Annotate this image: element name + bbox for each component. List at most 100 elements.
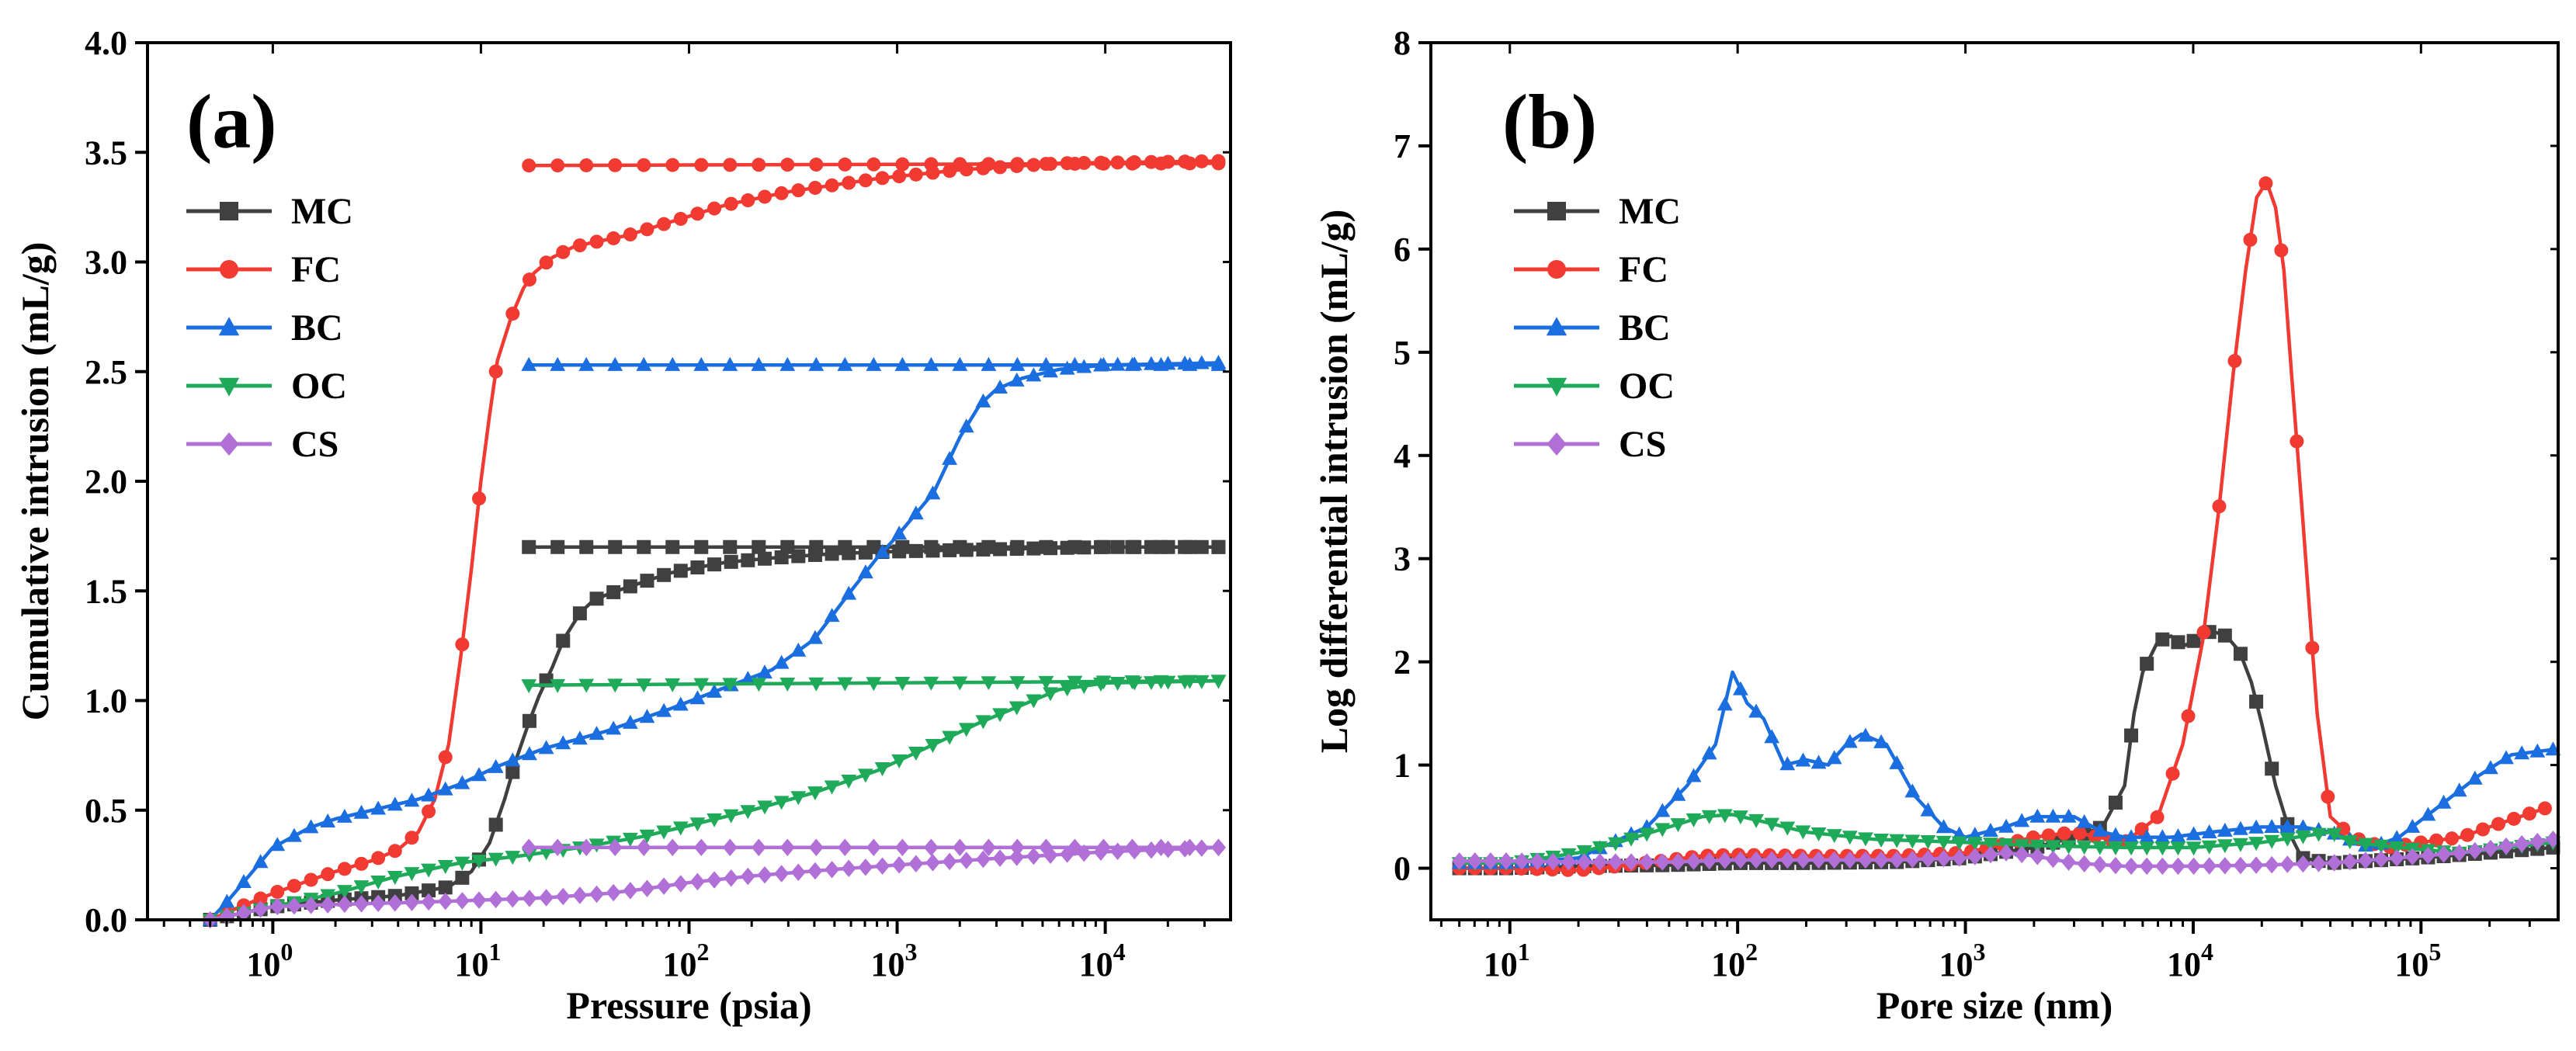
y-tick-label: 0.0 [85, 901, 127, 939]
data-point-oc [894, 677, 911, 692]
data-point-mc [1211, 539, 1226, 554]
data-point-mc [1182, 539, 1197, 554]
data-point-fc [455, 637, 470, 652]
data-point-bc [2404, 818, 2421, 833]
data-point-cs [837, 838, 852, 857]
data-point-bc [1067, 356, 1083, 371]
data-point-cs [471, 891, 487, 909]
data-point-bc [1210, 356, 1227, 371]
data-point-cs [522, 890, 537, 907]
data-point-fc [1194, 154, 1209, 168]
data-point-fc [665, 158, 680, 172]
data-point-oc [722, 678, 738, 692]
data-point-mc [895, 539, 910, 554]
data-point-bc [622, 714, 638, 729]
data-point-mc [640, 574, 654, 588]
data-point-bc [252, 854, 269, 869]
data-point-oc [689, 817, 706, 832]
data-point-bc [1701, 745, 1717, 760]
data-point-cs [2202, 857, 2217, 875]
data-point-cs [2404, 848, 2420, 866]
data-point-bc [841, 585, 857, 600]
data-point-fc [924, 157, 939, 172]
data-point-fc [2460, 827, 2475, 842]
x-tick-label: 103 [871, 938, 918, 983]
data-point-mc [637, 539, 651, 554]
data-point-bc [606, 720, 622, 735]
data-point-bc [2529, 743, 2546, 758]
data-point-cs [923, 838, 939, 857]
data-point-bc [219, 893, 235, 908]
data-point-bc [1889, 754, 1905, 769]
data-point-bc [2154, 829, 2171, 844]
data-point-cs [606, 883, 621, 902]
data-point-oc [1210, 675, 1227, 689]
data-point-oc [2326, 827, 2342, 842]
data-point-oc [1670, 818, 1686, 833]
data-point-cs [689, 872, 705, 891]
legend-marker-mc [220, 202, 238, 220]
data-point-oc [1043, 687, 1058, 702]
data-point-cs [866, 838, 881, 857]
data-point-cs [2498, 837, 2514, 855]
data-point-oc [706, 813, 722, 827]
data-point-cs [505, 890, 520, 908]
data-point-oc [1889, 834, 1905, 848]
data-point-bc [2076, 813, 2092, 828]
data-point-bc [1733, 681, 1748, 695]
data-point-cs [656, 877, 672, 895]
data-point-cs [1920, 850, 1935, 868]
data-point-oc [454, 856, 470, 871]
data-point-cs [539, 889, 554, 907]
data-point-fc [2321, 789, 2335, 804]
data-point-oc [992, 708, 1008, 723]
data-point-oc [2295, 830, 2311, 845]
data-point-bc [1009, 356, 1026, 371]
data-point-bc [1670, 786, 1686, 801]
data-point-oc [1873, 833, 1889, 848]
data-point-fc [304, 872, 318, 887]
data-point-mc [589, 591, 604, 606]
x-tick-label: 105 [2394, 938, 2441, 983]
data-point-fc [791, 183, 806, 198]
data-point-oc [2060, 840, 2077, 855]
data-point-fc [807, 180, 822, 195]
legend: MC FC BC OC CS [1514, 191, 1681, 465]
data-point-fc [657, 217, 672, 231]
data-point-mc [2186, 633, 2201, 648]
data-point-bc [2014, 813, 2030, 827]
data-point-fc [1182, 156, 1197, 171]
data-point-bc [2092, 822, 2108, 837]
data-point-bc [1095, 356, 1112, 371]
data-point-fc [1010, 157, 1025, 172]
data-point-cs [2123, 857, 2139, 876]
data-point-bc [550, 356, 566, 371]
data-point-oc [1623, 832, 1639, 847]
data-point-oc [923, 676, 939, 691]
panel-a: 0.0 0.5 1.0 1.5 2.0 2.5 3.0 3.5 4.0 100 101 102 103 1… [13, 24, 1232, 1027]
data-point-oc [824, 780, 840, 795]
data-point-cs [2077, 855, 2092, 872]
data-point-cs [2014, 845, 2029, 864]
data-point-cs [337, 895, 352, 914]
data-point-oc [1935, 835, 1952, 850]
data-point-oc [421, 863, 436, 878]
data-point-bc [1810, 754, 1827, 769]
legend-marker-bc [218, 317, 240, 336]
panel-label: (b) [1502, 78, 1597, 165]
data-point-oc [1717, 809, 1733, 824]
data-point-bc [2123, 829, 2139, 844]
data-point-bc [706, 683, 722, 698]
data-point-mc [422, 883, 436, 898]
data-point-fc [556, 245, 571, 259]
data-point-cs [1873, 851, 1889, 869]
data-point-bc [2029, 808, 2046, 823]
data-point-oc [1701, 810, 1717, 824]
data-point-bc [923, 356, 939, 371]
data-point-mc [455, 870, 470, 885]
data-point-bc [975, 393, 991, 408]
data-point-cs [1026, 847, 1041, 865]
data-point-cs [370, 894, 386, 913]
data-point-bc [779, 356, 796, 371]
data-point-fc [780, 158, 795, 172]
